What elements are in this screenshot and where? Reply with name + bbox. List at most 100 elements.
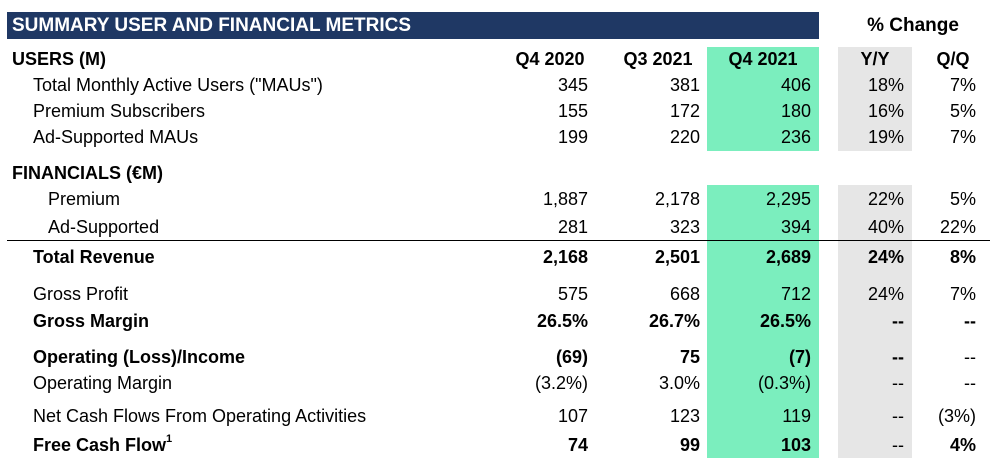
footnote-marker: 1 [166,433,173,445]
cell-qq: -- [964,311,976,331]
cell-q4-2020: 2,168 [542,247,588,267]
cell-q4-2021: (0.3%) [757,373,811,393]
cell-q4-2020: 155 [557,101,588,121]
table-row: Gross Margin 26.5% 26.7% 26.5% -- -- [0,311,1000,335]
col-yy: Y/Y [860,49,890,69]
col-q3-2021: Q3 2021 [623,49,693,69]
cell-yy: 22% [867,189,904,209]
cell-q4-2021: 26.5% [759,311,811,331]
row-label: Total Monthly Active Users ("MAUs") [33,75,323,95]
financials-section-label: FINANCIALS (€M) [12,163,163,183]
cell-q4-2021: 119 [782,406,811,426]
cell-q3-2021: 26.7% [648,311,700,331]
cell-qq: 4% [949,435,976,455]
row-label: Premium Subscribers [33,101,206,121]
cell-q3-2021: 323 [669,217,700,237]
cell-q3-2021: 99 [679,435,700,455]
cell-q4-2020: 281 [557,217,588,237]
cell-yy: -- [892,406,904,426]
cell-q4-2020: 1,887 [542,189,588,209]
cell-q3-2021: 2,501 [654,247,700,267]
column-header-row: USERS (M) Q4 2020 Q3 2021 Q4 2021 Y/Y Q/… [0,49,1000,73]
financials-header-row: FINANCIALS (€M) [0,163,1000,187]
cell-q4-2020: 74 [567,435,588,455]
col-q4-2020: Q4 2020 [515,49,585,69]
cell-qq: 5% [949,189,976,209]
cell-yy: 24% [867,247,904,267]
table-row: Operating Margin (3.2%) 3.0% (0.3%) -- -… [0,373,1000,397]
cell-q4-2021: 712 [780,284,811,304]
cell-q4-2021: (7) [789,347,811,367]
cell-q3-2021: 123 [669,406,700,426]
title-banner: SUMMARY USER AND FINANCIAL METRICS [7,12,819,39]
yy-shade-users [838,47,912,151]
table-row: Gross Profit 575 668 712 24% 7% [0,284,1000,308]
cell-qq: 7% [949,284,976,304]
cell-q4-2020: 199 [557,127,588,147]
cell-q4-2021: 2,295 [765,189,811,209]
row-label: Free Cash Flow1 [33,433,173,456]
cell-qq: 5% [949,101,976,121]
cell-yy: -- [892,435,904,455]
cell-yy: -- [892,347,904,367]
cell-q4-2020: 26.5% [536,311,588,331]
cell-qq: (3%) [937,406,976,426]
table-row: Free Cash Flow1 74 99 103 -- 4% [0,433,1000,459]
cell-q4-2021: 406 [780,75,811,95]
table-row: Premium Subscribers 155 172 180 16% 5% [0,101,1000,125]
cell-q4-2021: 2,689 [765,247,811,267]
cell-yy: 19% [867,127,904,147]
cell-yy: 16% [867,101,904,121]
cell-qq: 22% [939,217,976,237]
row-label: Operating (Loss)/Income [33,347,246,367]
row-label: Gross Margin [33,311,150,331]
cell-q4-2020: (69) [555,347,588,367]
q4-2021-highlight-financials [707,185,819,458]
cell-q4-2020: 575 [557,284,588,304]
cell-qq: 8% [949,247,976,267]
table-title: SUMMARY USER AND FINANCIAL METRICS [12,15,412,36]
row-label: Operating Margin [33,373,173,393]
cell-qq: -- [964,347,976,367]
cell-yy: 24% [867,284,904,304]
users-section-label: USERS (M) [12,49,106,69]
col-qq: Q/Q [936,49,970,69]
row-label: Net Cash Flows From Operating Activities [33,406,367,426]
row-label: Ad-Supported [48,217,160,237]
cell-q4-2021: 103 [780,435,811,455]
cell-q3-2021: 3.0% [658,373,700,393]
table-row: Premium 1,887 2,178 2,295 22% 5% [0,189,1000,213]
cell-yy: -- [892,373,904,393]
table-row: Operating (Loss)/Income (69) 75 (7) -- -… [0,347,1000,371]
cell-q3-2021: 2,178 [654,189,700,209]
subtotal-divider [7,240,990,241]
cell-yy: 40% [867,217,904,237]
yy-shade-financials [838,185,912,458]
table-row: Total Monthly Active Users ("MAUs") 345 … [0,75,1000,99]
q4-2021-highlight-users [707,47,819,151]
cell-q4-2021: 180 [780,101,811,121]
row-label: Premium [48,189,121,209]
col-q4-2021: Q4 2021 [728,49,798,69]
cell-q4-2021: 236 [780,127,811,147]
cell-qq: 7% [949,127,976,147]
cell-q4-2020: 107 [557,406,588,426]
cell-q3-2021: 172 [669,101,700,121]
pct-change-header: % Change [867,15,959,36]
cell-q3-2021: 381 [669,75,700,95]
cell-q3-2021: 75 [679,347,700,367]
row-label: Total Revenue [33,247,155,267]
cell-yy: 18% [867,75,904,95]
cell-q3-2021: 220 [669,127,700,147]
cell-q4-2020: 345 [557,75,588,95]
row-label: Gross Profit [33,284,129,304]
row-label: Ad-Supported MAUs [33,127,199,147]
cell-q3-2021: 668 [669,284,700,304]
cell-yy: -- [892,311,904,331]
cell-q4-2020: (3.2%) [534,373,588,393]
cell-qq: 7% [949,75,976,95]
table-row: Ad-Supported MAUs 199 220 236 19% 7% [0,127,1000,151]
table-row: Total Revenue 2,168 2,501 2,689 24% 8% [0,247,1000,271]
cell-q4-2021: 394 [780,217,811,237]
table-row: Ad-Supported 281 323 394 40% 22% [0,217,1000,241]
